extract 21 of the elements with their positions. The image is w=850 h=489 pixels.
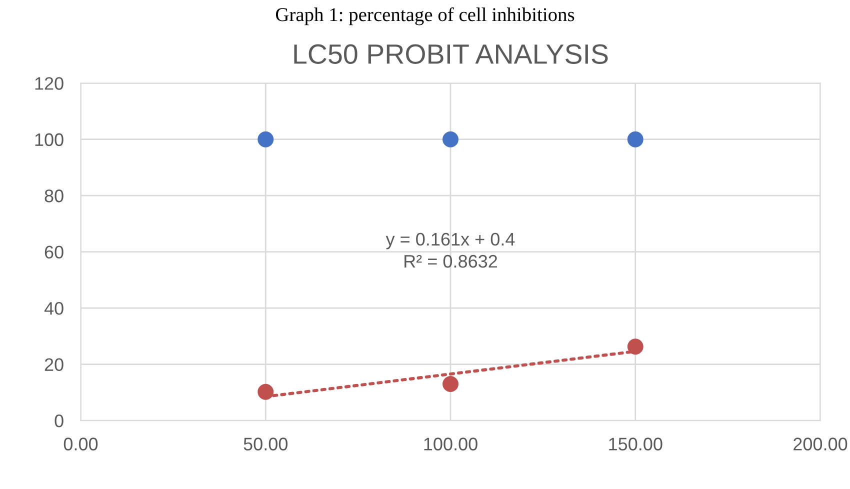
point bbox=[258, 384, 274, 400]
point bbox=[258, 131, 274, 148]
y-tick-label: 120 bbox=[35, 77, 64, 90]
y-tick-label: 0 bbox=[54, 414, 64, 428]
annotation: y = 0.161x + 0.4 R² = 0.8632 bbox=[386, 232, 515, 268]
y-tick-label: 80 bbox=[44, 190, 64, 202]
y-tick-label: 40 bbox=[44, 302, 64, 315]
point bbox=[627, 131, 644, 148]
x-tick-label: 150.00 bbox=[609, 438, 662, 450]
caption: Graph 1: percentage of cell inhibitions bbox=[276, 7, 574, 26]
point bbox=[442, 131, 458, 148]
x-tick-label: 200.00 bbox=[794, 438, 848, 450]
y-tick-label: 100 bbox=[35, 133, 64, 146]
y-tick-label: 60 bbox=[44, 246, 64, 259]
point bbox=[442, 376, 458, 392]
chart-title: LC50 PROBIT ANALYSIS bbox=[294, 44, 608, 64]
x-tick-label: 100.00 bbox=[424, 438, 478, 450]
x-tick-label: 50.00 bbox=[244, 438, 288, 450]
point bbox=[627, 338, 644, 355]
y-tick-label: 20 bbox=[44, 358, 64, 372]
x-tick-label: 0.00 bbox=[64, 438, 98, 450]
